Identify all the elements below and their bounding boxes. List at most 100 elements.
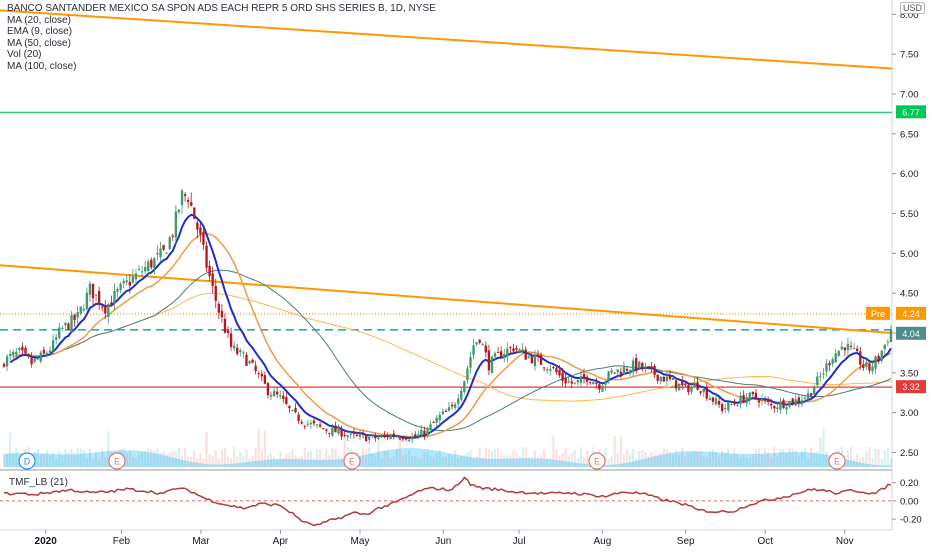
volume-bar	[515, 453, 518, 467]
volume-bar	[377, 436, 380, 467]
candle-body	[690, 386, 693, 392]
volume-bar	[527, 457, 530, 467]
candle-body	[42, 349, 46, 354]
volume-bar	[788, 448, 791, 467]
y-tick-label: 5.00	[900, 249, 919, 260]
candle-body	[322, 428, 325, 430]
indicator-legend[interactable]: TMF_LB (21)	[9, 477, 68, 488]
volume-bar	[177, 448, 181, 467]
volume-bar	[245, 449, 248, 467]
currency-badge[interactable]: USD	[900, 2, 926, 14]
candle-body	[404, 437, 408, 440]
candle-body	[822, 373, 825, 375]
candle-body	[113, 291, 116, 303]
candle-body	[223, 318, 227, 333]
candle-body	[94, 294, 98, 296]
candle-body	[705, 387, 708, 399]
volume-bar	[417, 457, 420, 467]
candle-body	[147, 261, 150, 271]
candle-body	[570, 381, 573, 384]
volume-bar	[156, 448, 159, 467]
legend-vol20[interactable]: Vol (20)	[7, 49, 42, 61]
volume-bar	[693, 451, 696, 467]
candle-body	[282, 395, 285, 400]
candle-body	[398, 438, 402, 440]
candle-body	[622, 366, 626, 374]
volume-bar	[764, 448, 767, 467]
candle-body	[724, 408, 727, 410]
volume-bar	[616, 452, 619, 467]
y-tick-label: 3.00	[900, 408, 919, 419]
volume-bar	[576, 458, 579, 467]
candle-body	[239, 350, 242, 353]
volume-bar	[760, 454, 764, 467]
volume-bar	[681, 447, 684, 467]
volume-bar	[806, 458, 810, 467]
candle-body	[153, 258, 156, 269]
candle-body	[343, 434, 346, 437]
legend-ema9[interactable]: EMA (9, close)	[7, 26, 73, 38]
candle-body	[616, 369, 619, 373]
volume-bar	[889, 458, 893, 467]
candle-body	[800, 400, 804, 405]
candle-body	[438, 414, 441, 421]
candle-body	[88, 283, 92, 295]
volume-bar	[659, 452, 662, 467]
price-axis-label-box	[896, 326, 926, 340]
volume-bar	[88, 448, 92, 467]
volume-bar	[757, 448, 761, 467]
candle-body	[190, 202, 193, 206]
y-tick-label: 4.50	[900, 289, 919, 300]
volume-bar	[282, 457, 285, 467]
volume-bar	[490, 450, 494, 467]
candle-body	[868, 363, 871, 371]
candle-body	[573, 382, 576, 384]
volume-bar	[469, 449, 472, 467]
candle-body	[773, 406, 776, 409]
volume-bar	[159, 453, 162, 467]
candle-body	[776, 407, 779, 410]
candle-body	[463, 381, 466, 393]
volume-bar	[233, 447, 236, 467]
volume-bar	[285, 453, 288, 467]
legend-ma20[interactable]: MA (20, close)	[7, 14, 71, 26]
volume-bar	[665, 449, 668, 467]
volume-bar	[9, 433, 12, 467]
candle-body	[791, 398, 794, 405]
candle-body	[291, 409, 294, 411]
candle-body	[180, 190, 184, 206]
volume-bar	[137, 454, 141, 467]
candle-body	[269, 394, 273, 397]
volume-bar	[374, 455, 377, 467]
earnings-marker-label: E	[834, 457, 840, 467]
volume-bar	[48, 454, 52, 467]
candle-body	[312, 420, 316, 424]
candle-body	[162, 245, 165, 250]
candle-body	[36, 358, 39, 360]
candle-body	[2, 363, 6, 367]
candle-body	[245, 354, 248, 366]
candle-body	[825, 363, 828, 372]
x-tick-label: Jun	[435, 536, 451, 547]
candle-body	[229, 333, 233, 347]
volume-bar	[825, 452, 828, 467]
legend-ma100[interactable]: MA (100, close)	[7, 60, 77, 72]
x-tick-label: Sep	[677, 536, 695, 547]
candle-body	[751, 391, 754, 395]
candle-body	[628, 370, 632, 374]
volume-bar	[730, 454, 733, 467]
candle-body	[429, 424, 432, 430]
candle-body	[478, 339, 481, 343]
candle-body	[205, 245, 208, 268]
candle-body	[55, 337, 58, 340]
volume-bar	[104, 457, 107, 467]
legend-ma50[interactable]: MA (50, close)	[7, 37, 71, 49]
candle-body	[840, 346, 843, 350]
candle-body	[122, 280, 125, 284]
volume-bar	[420, 458, 423, 467]
volume-bar	[582, 456, 586, 467]
volume-bar	[736, 453, 739, 467]
volume-bar	[671, 454, 675, 467]
